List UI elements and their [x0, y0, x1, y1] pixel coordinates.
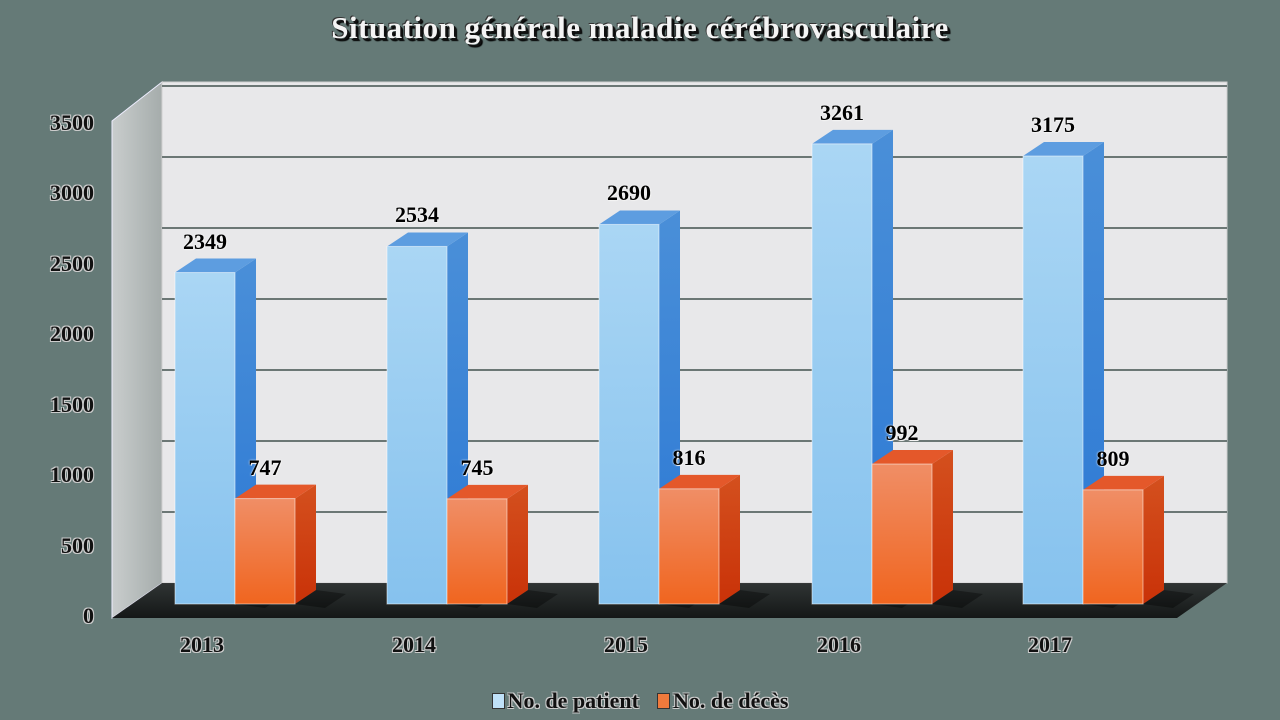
bar-patients-2013-front [174, 272, 236, 605]
bar-patients-2017-front [1022, 155, 1084, 605]
value-label-deaths: 809 [1096, 445, 1130, 471]
x-tick-label: 2014 [392, 632, 436, 657]
value-label-patients: 2690 [607, 180, 651, 206]
bar-deaths-2017-top [1083, 475, 1164, 490]
y-tick-label: 500 [61, 532, 94, 558]
bar-patients-2014-top [387, 232, 468, 247]
value-label-patients: 2534 [395, 202, 439, 228]
bar-deaths-2016-top [872, 450, 953, 465]
bar-deaths-2017-shadow [1143, 590, 1194, 608]
value-label-patients: 2349 [183, 228, 227, 254]
bar-patients-2014-front [386, 245, 448, 605]
y-tick-label: 3500 [50, 109, 94, 135]
legend-item-patients: No. de patient [491, 688, 639, 714]
legend-label-deaths: No. de décès [672, 688, 789, 713]
bar-deaths-2013-shadow [295, 590, 346, 608]
value-label-deaths: 816 [672, 444, 706, 470]
bar-deaths-2014-side [507, 484, 528, 604]
bar-patients-2016-top [812, 129, 893, 144]
bar-patients-2017-top [1023, 142, 1104, 157]
bar-deaths-2014-front [446, 498, 508, 605]
y-tick-label: 1500 [50, 391, 94, 417]
bar-deaths-2013-side [295, 484, 316, 604]
bar-deaths-2015-front [658, 488, 720, 605]
legend-label-patients: No. de patient [507, 688, 639, 713]
value-label-deaths: 992 [885, 420, 919, 446]
bar-deaths-2015-side [719, 474, 740, 604]
bar-deaths-2016-side [932, 450, 953, 604]
x-tick-label: 2015 [604, 632, 648, 657]
bar-deaths-2016-shadow [932, 590, 983, 608]
bar-deaths-2015-top [659, 474, 740, 489]
bar-deaths-2017-side [1143, 475, 1164, 604]
side-wall [111, 80, 163, 619]
y-tick-label: 1000 [50, 462, 94, 487]
y-tick-label: 2000 [50, 321, 94, 346]
bar-deaths-2013-top [235, 484, 316, 499]
chart-title: Situation générale maladie cérébrovascul… [331, 10, 949, 45]
y-tick-label: 0 [83, 603, 94, 628]
value-label-deaths: 747 [248, 454, 282, 480]
y-tick-label: 3000 [50, 180, 94, 205]
legend: No. de patient No. de décès [0, 688, 1280, 714]
legend-item-deaths: No. de décès [656, 688, 789, 714]
bar-deaths-2016-front [871, 463, 933, 605]
value-label-patients: 3261 [820, 99, 864, 125]
legend-swatch-deaths [656, 693, 670, 709]
bars [174, 129, 1194, 608]
value-label-deaths: 745 [460, 454, 494, 480]
x-tick-label: 2017 [1028, 632, 1072, 657]
value-label-patients: 3175 [1031, 112, 1075, 137]
bar-patients-2013-top [175, 258, 256, 273]
bar-patients-2015-top [599, 210, 680, 225]
bar-deaths-2014-top [447, 484, 528, 499]
y-tick-label: 2500 [50, 250, 94, 276]
bar-deaths-2013-front [234, 498, 296, 605]
legend-swatch-patients [491, 693, 505, 709]
bar-patients-2015-front [598, 223, 660, 605]
bar-patients-2016-front [811, 143, 873, 605]
bar-deaths-2015-shadow [719, 590, 770, 608]
bar-deaths-2014-shadow [507, 590, 558, 608]
bar-deaths-2017-front [1082, 489, 1144, 605]
x-tick-label: 2013 [180, 632, 224, 657]
x-tick-label: 2016 [817, 632, 861, 657]
